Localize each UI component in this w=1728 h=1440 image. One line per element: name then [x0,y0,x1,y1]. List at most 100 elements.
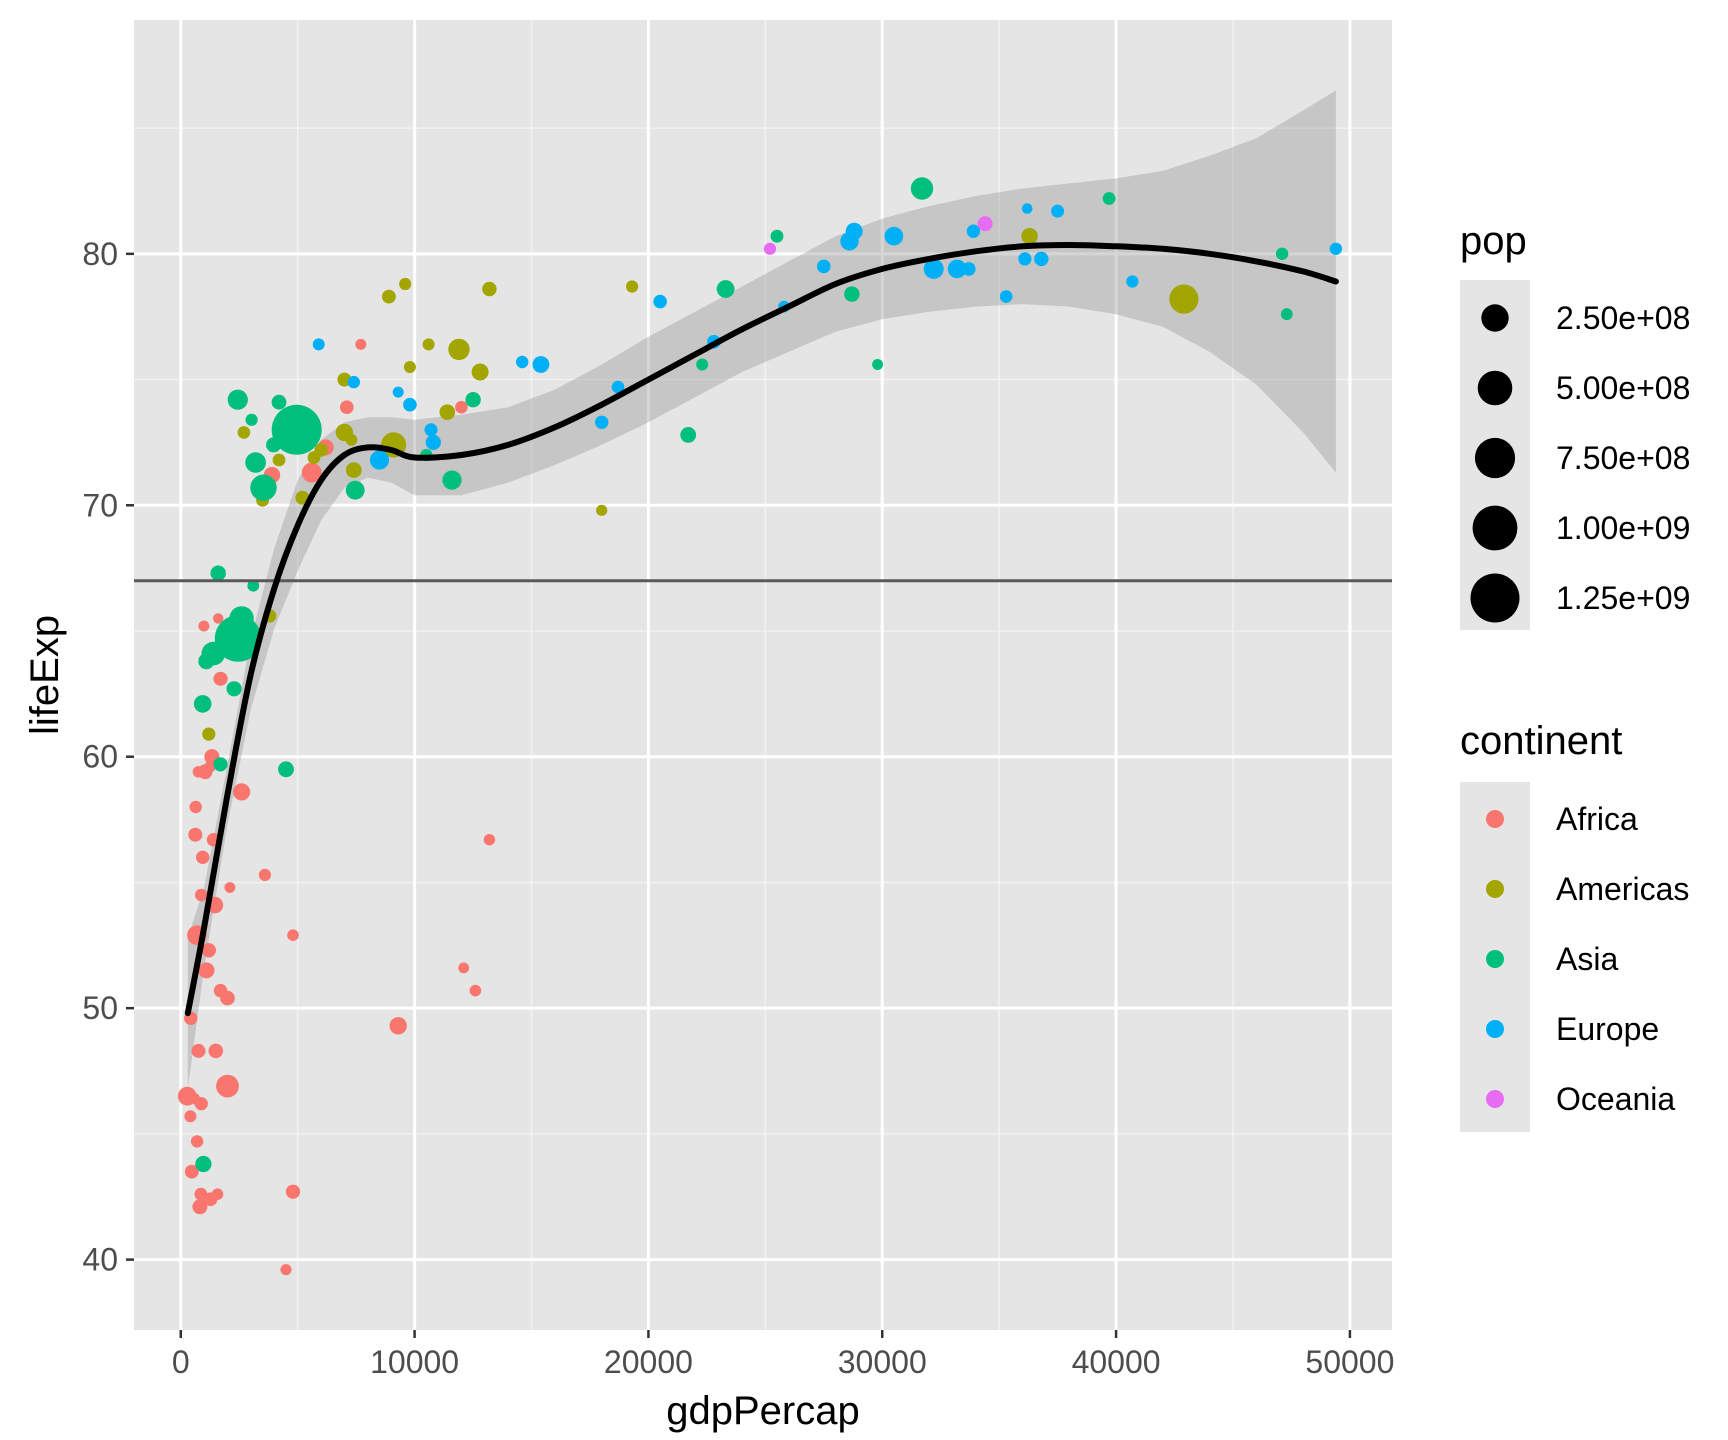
data-point-asia [229,606,254,631]
data-point-africa [224,882,236,893]
data-point-asia [193,695,212,713]
major-grid [134,20,1392,1330]
data-point-asia [266,437,282,453]
data-point-americas [439,404,456,421]
y-tick-label: 70 [82,487,118,523]
data-point-asia [910,177,934,200]
x-tick-label: 0 [172,1344,190,1380]
data-point-asia [213,757,228,772]
x-tick-label: 50000 [1305,1344,1394,1380]
color-legend-key-africa [1486,810,1504,828]
data-point-americas [422,338,435,351]
data-point-africa [355,338,367,350]
data-point-africa [258,868,271,882]
data-point-europe [532,356,550,373]
data-point-europe [1021,203,1033,214]
data-point-europe [1018,252,1032,266]
size-legend-key [1481,304,1509,332]
data-point-americas [399,277,412,291]
size-legend-label: 1.00e+09 [1556,510,1690,546]
data-point-africa [188,827,203,842]
data-point-americas [202,727,216,741]
color-legend: Africa Americas Asia Europe Oceania [1486,801,1689,1117]
data-point-africa [204,761,216,773]
data-point-europe [392,386,404,398]
data-point-europe [653,294,667,309]
data-point-africa [301,462,322,483]
x-axis: 0 10000 20000 30000 40000 50000 [172,1330,1394,1380]
y-tick-label: 60 [82,739,118,775]
data-point-africa [203,1192,218,1207]
data-point-asia [1280,308,1293,321]
data-point-africa [340,400,354,415]
data-point-americas [482,281,497,297]
data-point-africa [194,1097,208,1111]
data-point-asia [278,761,294,778]
data-point-americas [1021,228,1038,245]
color-legend-label: Africa [1556,801,1638,837]
data-point-asia [227,389,248,410]
data-point-asia [1102,192,1116,205]
data-point-americas [596,504,608,516]
data-point-africa [280,1264,292,1276]
size-legend-key [1472,505,1518,551]
data-point-europe [347,375,360,389]
data-point-africa [213,983,228,998]
size-legend-label: 1.25e+09 [1556,580,1690,616]
x-tick-label: 40000 [1072,1344,1161,1380]
size-legend-title: pop [1460,219,1527,263]
data-point-asia [1275,247,1289,260]
color-legend-key-europe [1486,1020,1504,1038]
confidence-band [187,90,1336,1089]
data-point-africa [208,1043,224,1059]
data-point-asia [716,280,735,298]
data-point-africa [191,1043,206,1058]
data-point-asia [195,1155,212,1173]
size-legend-label: 7.50e+08 [1556,440,1690,476]
size-legend-label: 2.50e+08 [1556,300,1690,336]
data-point-americas [382,289,396,304]
size-legend: 2.50e+08 5.00e+08 7.50e+08 1.00e+09 1.25e+09 [1470,300,1690,623]
data-point-europe [611,380,625,394]
data-point-africa [483,834,496,846]
data-point-asia [345,480,365,500]
data-point-oceania [977,216,993,232]
color-legend-label: Oceania [1556,1081,1675,1117]
data-point-americas [448,338,470,361]
data-point-africa [213,671,228,686]
color-legend-key-americas [1486,880,1504,898]
color-legend-label: Americas [1556,871,1689,907]
smooth-line [184,241,1339,1017]
data-point-africa [213,613,224,624]
data-point-africa [201,943,216,958]
data-point-europe [312,338,325,351]
data-point-africa [195,888,208,902]
data-point-asia [226,681,242,697]
smooth-curve [184,241,1339,1017]
data-point-asia [680,427,697,443]
data-point-africa [190,1135,204,1148]
data-point-africa [189,800,202,814]
data-point-europe [923,258,944,279]
y-tick-label: 40 [82,1242,118,1278]
data-point-americas [1169,284,1199,314]
data-point-africa [233,783,251,801]
x-tick-label: 20000 [604,1344,693,1380]
data-point-oceania [763,242,777,255]
y-tick-label: 80 [82,236,118,272]
data-point-asia [844,286,860,302]
data-point-africa [196,850,210,864]
data-point-africa [458,962,470,974]
data-point-europe [1051,204,1065,218]
data-point-africa [184,1164,199,1179]
color-legend-key-oceania [1486,1090,1504,1108]
data-point-asia [245,413,258,426]
data-point-europe [1329,242,1343,255]
data-point-europe [424,423,438,437]
data-point-asia [250,474,277,501]
data-point-africa [192,1199,208,1215]
data-point-americas [272,453,286,467]
color-legend-label: Asia [1556,941,1618,977]
color-legend-title: continent [1460,719,1622,763]
